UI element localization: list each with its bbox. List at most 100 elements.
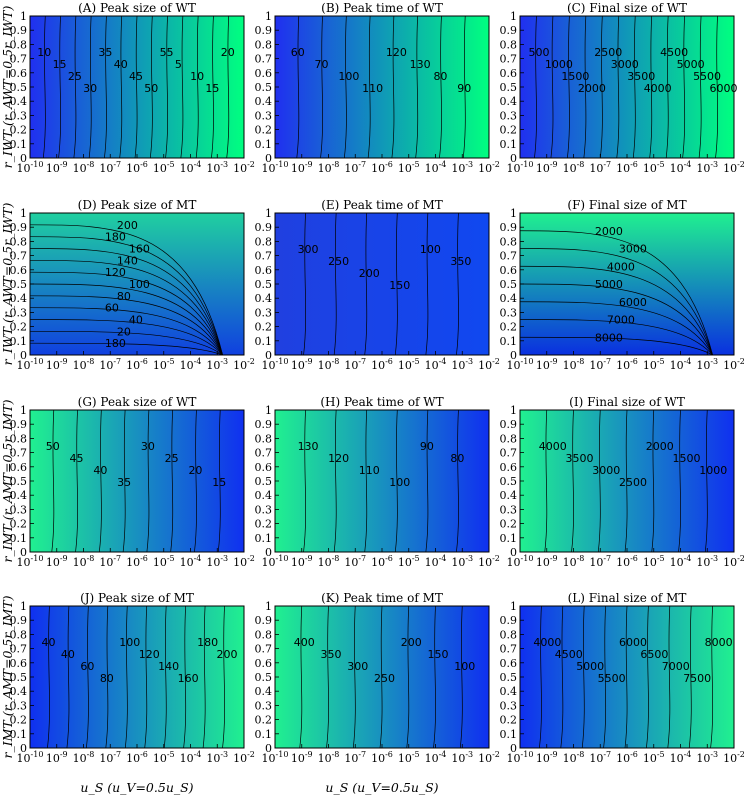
contour-label: 80 <box>100 672 114 685</box>
contour-label: 40 <box>61 648 75 661</box>
contour-label: 180 <box>197 636 218 649</box>
heatmap-fill <box>520 16 734 158</box>
x-tick-label: 10-9 <box>291 357 313 372</box>
x-tick-label: 10-8 <box>563 554 585 569</box>
contour-label: 40 <box>129 314 143 327</box>
y-tick-label: 0.8 <box>10 38 28 51</box>
contour-line <box>519 248 713 356</box>
contour-line <box>29 271 223 356</box>
x-tick-label: 10-2 <box>233 554 255 569</box>
x-tick-label: 10-3 <box>206 554 228 569</box>
contour-line <box>105 605 109 749</box>
panel-title: (F) Final size of MT <box>567 198 686 212</box>
y-tick-label: 0.5 <box>500 671 518 684</box>
x-tick-label: 10-4 <box>180 160 202 175</box>
contour-line <box>624 605 628 749</box>
x-tick-label: 10-3 <box>451 357 473 372</box>
y-tick-label: 0.5 <box>500 278 518 291</box>
contour-line <box>459 605 463 749</box>
y-tick-label: 0.2 <box>10 714 28 727</box>
panel-title: (D) Peak size of MT <box>78 198 197 212</box>
x-tick-label: 10-8 <box>318 160 340 175</box>
contour-line <box>394 409 398 553</box>
y-tick-label: 0.1 <box>10 728 28 741</box>
contour-line <box>456 409 459 553</box>
x-tick-label: 10-2 <box>478 160 500 175</box>
x-tick-label: 10-9 <box>46 160 68 175</box>
x-tick-label: 10-5 <box>643 160 665 175</box>
contour-line <box>29 248 223 356</box>
contour-line <box>86 605 89 749</box>
x-tick-label: 10-7 <box>99 554 121 569</box>
contour-label: 40 <box>93 464 107 477</box>
contour-label: 25 <box>165 452 179 465</box>
contour-label: 80 <box>117 290 131 303</box>
contour-label: 35 <box>98 46 112 59</box>
y-tick-label: 0.8 <box>500 628 518 641</box>
contour-line <box>599 15 603 159</box>
x-tick-label: 10-7 <box>589 160 611 175</box>
x-tick-label: 10-8 <box>73 750 95 765</box>
heatmap-fill <box>520 606 734 748</box>
x-tick-label: 10-6 <box>616 554 638 569</box>
panel-title: (I) Final size of WT <box>569 395 685 409</box>
contour-line <box>47 605 50 749</box>
x-tick-label: 10-6 <box>371 554 393 569</box>
contour-label: 5000 <box>595 278 623 291</box>
x-tick-label: 10-8 <box>318 357 340 372</box>
y-tick-label: 1 <box>265 404 272 417</box>
y-tick-label: 0 <box>265 546 272 559</box>
y-tick-label: 0.9 <box>500 221 518 234</box>
y-axis-labels: r_IWT (r_AWT=0.5r_IWT) r_IWT (r_AWT=0.5r_… <box>0 6 15 759</box>
contour-label: 300 <box>298 243 319 256</box>
contour-line <box>651 409 655 553</box>
y-tick-label: 1 <box>20 207 27 220</box>
x-tick-label: 10-8 <box>563 750 585 765</box>
y-tick-label: 0.2 <box>255 518 273 531</box>
contour-label: 250 <box>374 672 395 685</box>
y-tick-label: 0.8 <box>255 38 273 51</box>
x-tick-label: 10-7 <box>344 357 366 372</box>
contour-line <box>581 605 585 749</box>
contour-label: 2000 <box>578 82 606 95</box>
y-tick-label: 0.4 <box>500 489 518 502</box>
contour-line <box>326 605 329 749</box>
contour-label: 80 <box>450 452 464 465</box>
panel-title: (B) Peak time of WT <box>321 1 443 15</box>
x-tick-label: 10-6 <box>126 160 148 175</box>
x-tick-label: 10-10 <box>262 357 289 372</box>
panel-f: 8000 7000 6000 5000 4000 3000 2000 (F) Final si… <box>500 198 744 372</box>
contour-label: 100 <box>129 278 150 291</box>
x-tick-label: 10-4 <box>425 357 447 372</box>
y-tick-label: 0.3 <box>255 306 273 319</box>
contour-line <box>320 15 323 159</box>
contour-line <box>603 605 607 749</box>
y-tick-label: 0.6 <box>10 461 28 474</box>
contour-label: 70 <box>315 58 329 71</box>
contour-label: 200 <box>217 648 238 661</box>
y-tick-label: 0 <box>20 349 27 362</box>
x-tick-label: 10-7 <box>589 750 611 765</box>
contour-line <box>364 409 368 553</box>
y-tick-label: 0.1 <box>10 532 28 545</box>
y-tick-label: 1 <box>20 10 27 23</box>
x-tick-label: 10-3 <box>451 554 473 569</box>
y-tick-label: 0.7 <box>500 250 518 263</box>
contour-line <box>29 295 223 356</box>
contour-line <box>104 15 107 159</box>
contour-line <box>425 409 429 553</box>
y-tick-label: 0.7 <box>255 447 273 460</box>
y-tick-label: 0.4 <box>10 685 28 698</box>
contour-line <box>519 283 713 356</box>
x-tick-label: 10-4 <box>425 554 447 569</box>
y-axis-label: r_IWT (r_AWT=0.5r_IWT) <box>0 6 15 169</box>
x-tick-label: 10-4 <box>180 750 202 765</box>
y-tick-label: 0 <box>265 349 272 362</box>
contour-line <box>119 15 123 159</box>
y-tick-label: 0.1 <box>500 532 518 545</box>
x-tick-label: 10-4 <box>670 160 692 175</box>
x-tick-label: 10-10 <box>17 160 44 175</box>
y-tick-label: 0.6 <box>500 461 518 474</box>
